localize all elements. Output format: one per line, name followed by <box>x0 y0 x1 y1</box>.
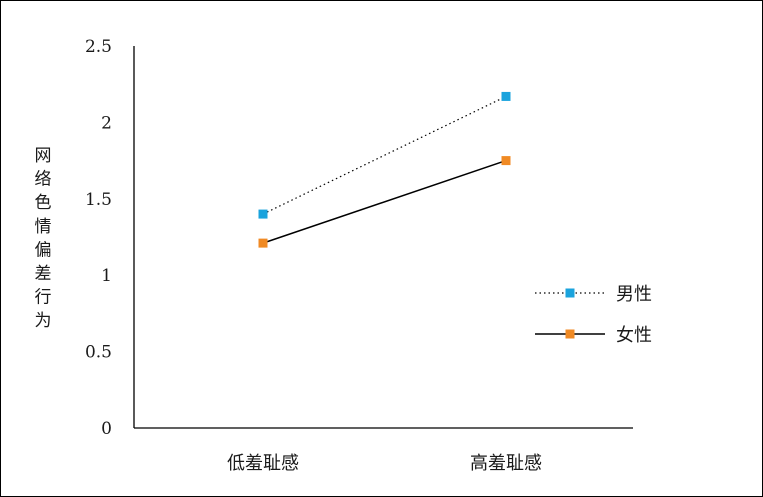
y-tick-label: 0.5 <box>85 343 112 363</box>
legend-label: 女性 <box>616 325 652 346</box>
data-point-marker <box>258 238 268 248</box>
legend-label: 男性 <box>616 284 652 305</box>
y-tick-label: 0 <box>101 419 112 439</box>
data-point-marker <box>501 156 511 166</box>
y-tick-label: 2 <box>101 113 112 133</box>
y-axis-label-char: 为 <box>35 311 52 331</box>
x-tick-label: 低羞耻感 <box>227 453 299 474</box>
data-point-marker <box>258 209 268 219</box>
series-line-0 <box>262 95 507 215</box>
y-axis-label-char: 差 <box>35 264 52 284</box>
legend-marker <box>565 329 575 339</box>
x-tick-label: 高羞耻感 <box>470 453 542 474</box>
axes: 0 0.5 1 1.5 2 2.5 低羞耻感 高羞耻感 <box>85 37 633 474</box>
data-point-marker <box>501 91 511 101</box>
series-line-1 <box>262 159 507 244</box>
y-axis-label-char: 情 <box>35 217 52 237</box>
y-tick-label: 1.5 <box>85 190 112 210</box>
y-axis-label-char: 偏 <box>35 240 52 260</box>
y-tick-label: 2.5 <box>85 37 112 57</box>
y-axis-label-char: 色 <box>35 193 52 213</box>
series-layer <box>258 91 511 248</box>
y-tick-label: 1 <box>101 266 112 286</box>
y-axis-label-char: 行 <box>35 288 52 308</box>
y-axis-label-char: 络 <box>35 170 52 190</box>
legend-marker <box>565 288 575 298</box>
y-axis-label-char: 网 <box>35 146 52 166</box>
